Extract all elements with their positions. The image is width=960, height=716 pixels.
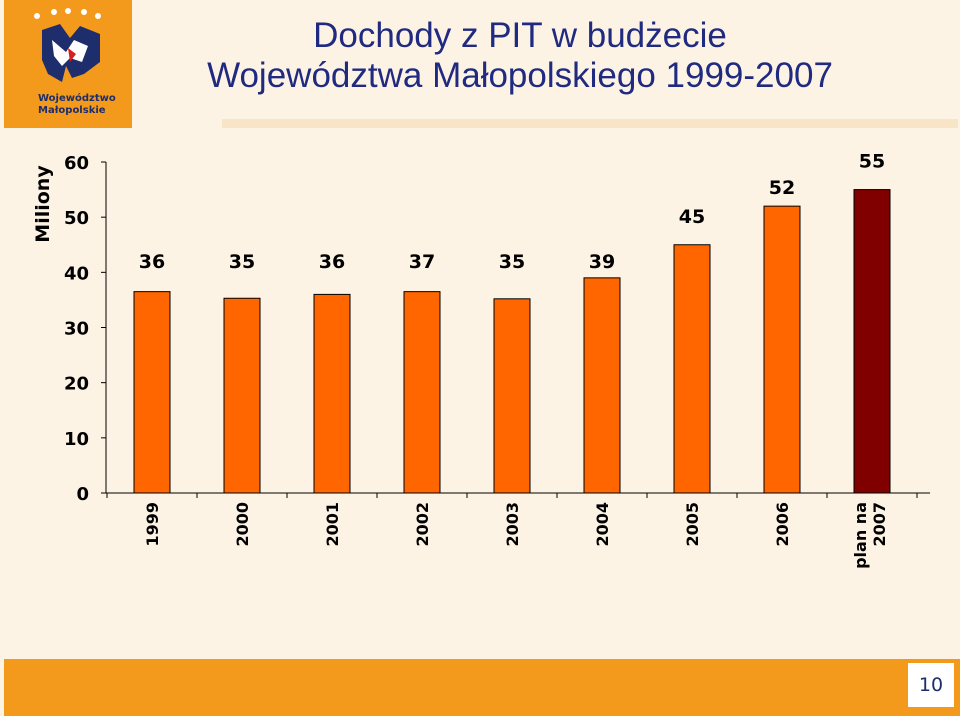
bar — [583, 277, 621, 494]
x-tick-label: plan na — [851, 502, 870, 569]
x-tick-label: 2006 — [773, 502, 792, 547]
title-underline — [222, 119, 958, 128]
data-label: 35 — [499, 251, 525, 273]
logo-line2: Małopolskie — [38, 105, 106, 116]
title-line1: Dochody z PIT w budżecie — [313, 16, 727, 55]
bar — [853, 189, 891, 494]
data-label: 55 — [859, 151, 885, 173]
bar — [313, 293, 351, 494]
bar — [133, 291, 171, 494]
title-line2: Województwa Małopolskiego 1999-2007 — [207, 56, 833, 95]
page-number: 10 — [908, 663, 954, 707]
x-tick-label: 2005 — [683, 502, 702, 547]
y-tick-label: 40 — [64, 263, 89, 284]
data-label: 36 — [319, 251, 345, 273]
logo: Województwo Małopolskie — [4, 0, 132, 128]
page-title: Dochody z PIT w budżecie Województwa Mał… — [140, 16, 900, 96]
logo-line1: Województwo — [38, 93, 116, 104]
y-tick-label: 20 — [64, 374, 89, 395]
y-axis-title: Miliony — [32, 165, 54, 243]
data-label: 39 — [589, 251, 615, 273]
bar — [493, 298, 531, 494]
bar — [673, 244, 711, 494]
data-label: 52 — [769, 177, 795, 199]
footer-bar — [4, 659, 960, 716]
bar — [403, 291, 441, 494]
logo-text: Województwo Małopolskie — [38, 93, 134, 117]
x-tick-label: 2000 — [233, 502, 252, 547]
x-tick-label: 2004 — [593, 502, 612, 547]
y-tick-label: 50 — [64, 208, 89, 229]
data-label: 37 — [409, 251, 435, 273]
x-tick-label: 1999 — [143, 502, 162, 547]
y-tick-label: 10 — [64, 429, 89, 450]
bar — [223, 297, 261, 494]
data-label: 36 — [139, 251, 165, 273]
x-tick-label: 2002 — [413, 502, 432, 547]
y-tick-label: 0 — [76, 484, 89, 505]
bar — [763, 205, 801, 494]
data-label: 35 — [229, 251, 255, 273]
y-tick-label: 60 — [64, 153, 89, 174]
bar-chart: 0 10 20 30 40 50 60 Miliony 36 1999 35 2000 36 2001 37… — [32, 151, 930, 569]
x-tick-label: 2007 — [870, 502, 889, 547]
malopolska-emblem-icon — [34, 8, 101, 82]
x-tick-label: 2003 — [503, 502, 522, 547]
y-tick-label: 30 — [64, 319, 89, 340]
x-tick-label: 2001 — [323, 502, 342, 547]
data-label: 45 — [679, 206, 705, 228]
